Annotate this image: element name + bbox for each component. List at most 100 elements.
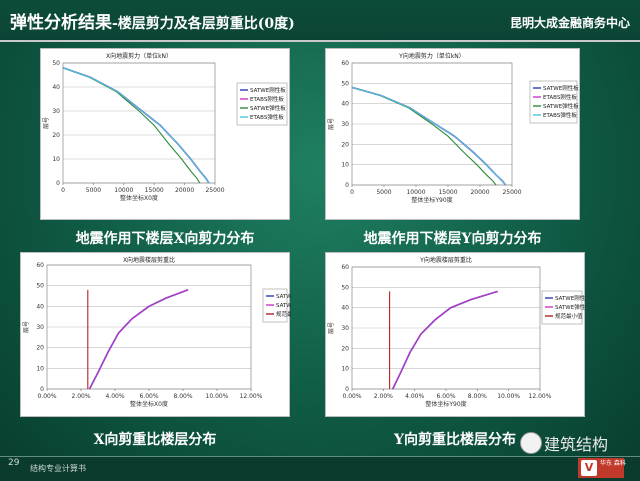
legend-entry: 规范最小值 <box>555 312 583 320</box>
x-tick-label: 4.00% <box>405 393 424 400</box>
x-axis-label: 整体坐标X0度 <box>130 400 168 408</box>
y-tick-label: 10 <box>341 162 349 169</box>
title-main: 弹性分析结果 <box>10 13 112 33</box>
x-tick-label: 0.00% <box>342 393 361 400</box>
y-tick-label: 10 <box>52 156 60 163</box>
watermark: 建筑结构 <box>520 430 632 454</box>
x-axis-label: 整体坐标Y90度 <box>411 196 452 204</box>
series-line <box>62 67 210 184</box>
y-axis-label: 层号 <box>328 118 335 130</box>
x-tick-label: 2.00% <box>374 393 393 400</box>
chart-svg: Y向地震楼层剪重比 0 10 20 30 40 50 60 0.00% 2.00% 4.00% 6.0… <box>328 256 586 408</box>
legend-entry: SATWE刚性板 <box>543 84 579 92</box>
plot-area <box>351 266 541 390</box>
series-line <box>62 67 201 184</box>
y-tick-label: 0 <box>345 182 349 189</box>
y-tick-label: 20 <box>341 141 349 148</box>
x-tick-label: 8.00% <box>468 393 487 400</box>
y-tick-label: 60 <box>341 264 349 271</box>
y-tick-label: 20 <box>52 132 60 139</box>
x-tick-label: 4.00% <box>105 393 124 400</box>
y-tick-label: 40 <box>341 305 349 312</box>
company-logo: V 华东 森科 <box>578 458 626 478</box>
slide-header: 弹性分析结果-楼层剪力及各层剪重比(0度) 昆明大成金融商务中心 <box>0 0 640 42</box>
y-tick-label: 50 <box>36 283 44 290</box>
wechat-icon <box>520 432 542 454</box>
y-tick-label: 60 <box>341 60 349 67</box>
legend-entry: ETABS刚性板 <box>250 95 284 103</box>
chart-title: Y向地震楼层剪重比 <box>419 256 472 264</box>
x-tick-label: 5000 <box>376 189 391 196</box>
x-tick-label: 10000 <box>114 187 133 194</box>
y-tick-label: 30 <box>52 108 60 115</box>
x-axis-label: 整体坐标Y90度 <box>425 400 466 408</box>
legend-entry: SATWE弹性板 <box>555 303 586 311</box>
chart-y-shear: Y向地震剪力（单位kN） 0 10 20 30 40 50 60 0 5000 10000 15000… <box>325 48 580 220</box>
logo-v-icon: V <box>581 460 597 476</box>
series-line <box>89 289 189 390</box>
series-line <box>392 290 498 390</box>
x-tick-label: 10.00% <box>206 393 229 400</box>
chart-svg: X向地震楼层剪重比 0 10 20 30 40 50 60 0.00% 2.00% 4.00% 6.0… <box>23 256 291 408</box>
title-subtitle: -楼层剪力及各层剪重比(0度) <box>112 16 295 32</box>
legend-entry: SATWE弹性板 <box>250 104 286 112</box>
y-tick-label: 40 <box>341 101 349 108</box>
y-tick-label: 20 <box>36 345 44 352</box>
slide-footer <box>0 456 640 481</box>
chart-title: X向地震楼层剪重比 <box>123 256 175 264</box>
y-tick-label: 40 <box>52 84 60 91</box>
legend-entry: SATWE刚性板 <box>250 86 286 94</box>
y-tick-label: 0 <box>56 180 60 187</box>
y-tick-label: 10 <box>36 365 44 372</box>
caption-x-shear: 地震作用下楼层X向剪力分布 <box>75 231 255 247</box>
x-tick-label: 20000 <box>175 187 194 194</box>
legend-entry: ETABS刚性板 <box>543 93 577 101</box>
x-tick-label: 2.00% <box>71 393 90 400</box>
plot-area <box>62 62 216 184</box>
chart-svg: X向地震剪力（单位kN） 0 10 20 30 40 50 0 5000 10000 15000 20… <box>43 52 288 202</box>
x-tick-label: 5000 <box>86 187 101 194</box>
legend-entry: ETABS弹性板 <box>543 111 577 119</box>
legend-entry: SATWE弹性板 <box>543 102 579 110</box>
y-tick-label: 0 <box>345 386 349 393</box>
x-tick-label: 15000 <box>438 189 457 196</box>
x-tick-label: 0 <box>350 189 354 196</box>
logo-text: 华东 森科 <box>600 460 626 467</box>
y-tick-label: 30 <box>341 121 349 128</box>
y-tick-label: 30 <box>341 325 349 332</box>
y-axis-label: 层号 <box>43 117 50 129</box>
y-tick-label: 60 <box>36 262 44 269</box>
x-tick-label: 15000 <box>145 187 164 194</box>
x-tick-label: 20000 <box>470 189 489 196</box>
slide-title: 弹性分析结果-楼层剪力及各层剪重比(0度) <box>10 8 295 33</box>
x-tick-label: 6.00% <box>139 393 158 400</box>
x-tick-label: 6.00% <box>436 393 455 400</box>
chart-x-shear-weight-ratio: X向地震楼层剪重比 0 10 20 30 40 50 60 0.00% 2.00% 4.00% 6.0… <box>20 252 291 417</box>
legend-entry: SATWE刚性板 <box>276 292 291 300</box>
plot-area <box>46 264 252 390</box>
plot-area <box>351 62 513 186</box>
y-tick-label: 50 <box>341 284 349 291</box>
caption-x-ratio: X向剪重比楼层分布 <box>93 432 217 448</box>
x-tick-label: 8.00% <box>173 393 192 400</box>
y-axis-label: 层号 <box>328 322 335 334</box>
series-line <box>391 290 498 390</box>
legend-entry: ETABS弹性板 <box>250 113 284 121</box>
caption-y-ratio: Y向剪重比楼层分布 <box>394 432 516 448</box>
x-tick-label: 25000 <box>502 189 521 196</box>
series-line <box>88 289 189 390</box>
y-tick-label: 50 <box>52 60 60 67</box>
series-line <box>351 86 507 186</box>
y-tick-label: 0 <box>40 386 44 393</box>
legend-entry: SATWE弹性板 <box>276 301 291 309</box>
caption-y-shear: 地震作用下楼层Y向剪力分布 <box>363 231 542 247</box>
x-tick-label: 0 <box>61 187 65 194</box>
x-tick-label: 12.00% <box>529 393 552 400</box>
x-axis-label: 整体坐标X0度 <box>120 194 158 202</box>
company-name: 昆明大成金融商务中心 <box>509 16 630 30</box>
footer-text: 结构专业计算书 <box>30 464 86 473</box>
chart-x-shear: X向地震剪力（单位kN） 0 10 20 30 40 50 0 5000 10000 15000 20… <box>40 48 290 220</box>
y-tick-label: 10 <box>341 366 349 373</box>
watermark-text: 建筑结构 <box>544 435 609 454</box>
legend-entry: 规范最小值 <box>276 310 291 318</box>
